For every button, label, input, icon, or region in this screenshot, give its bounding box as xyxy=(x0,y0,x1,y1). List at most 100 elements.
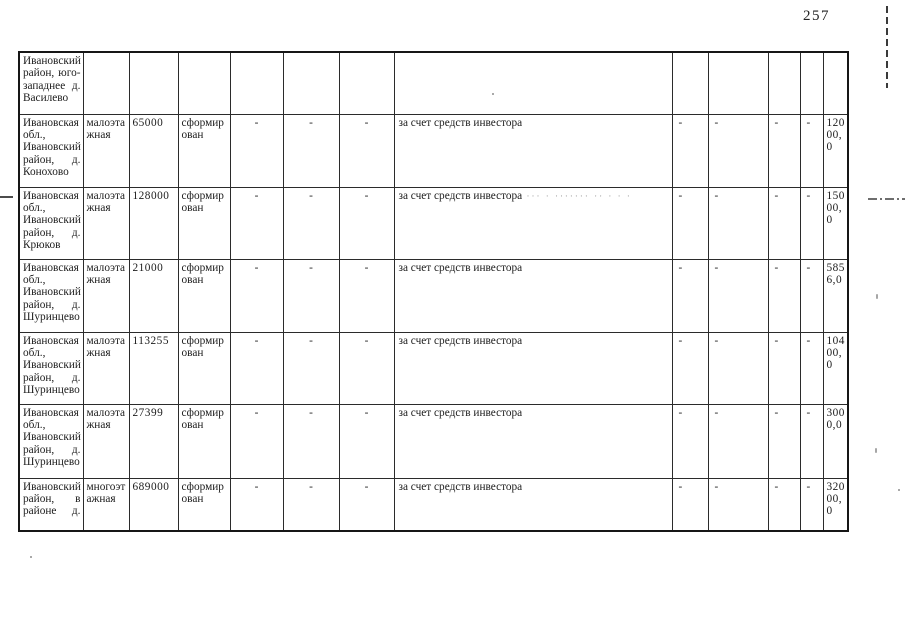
table-cell: 5856,0 xyxy=(822,258,849,333)
table-cell xyxy=(822,51,849,115)
table-cell: - xyxy=(671,331,709,405)
table-row: Ивановская обл., Ивановский район, д. Ко… xyxy=(18,113,849,188)
table-cell: 65000 xyxy=(128,113,179,188)
table-cell: - xyxy=(799,331,824,405)
table-cell: 32000,0 xyxy=(822,477,849,532)
table-row: Ивановский район, юго-западнее д. Василе… xyxy=(18,51,849,115)
table-cell: - xyxy=(799,113,824,188)
table-row: Ивановская обл., Ивановский район, д. Шу… xyxy=(18,258,849,333)
table-cell: Ивановская обл., Ивановский район, д. Кр… xyxy=(18,186,84,260)
table-cell: за счет средств инвестора xyxy=(393,331,673,405)
table-cell: малоэтажная xyxy=(82,113,130,188)
table-cell: - xyxy=(282,258,340,333)
table-cell: Ивановская обл., Ивановский район, д. Шу… xyxy=(18,258,84,333)
table-cell: - xyxy=(229,477,284,532)
table-cell: - xyxy=(671,186,709,260)
scan-speck xyxy=(30,556,32,558)
table-row: Ивановский район, в районе д. многоэтажна… xyxy=(18,477,849,532)
scan-artifact-vertical-line xyxy=(886,6,888,88)
table-cell: - xyxy=(671,113,709,188)
table-cell: - xyxy=(671,403,709,479)
table-cell: 12000,0 xyxy=(822,113,849,188)
table-cell: за счет средств инвестора ··· · ······· … xyxy=(393,186,673,260)
table-cell: 15000,0 xyxy=(822,186,849,260)
scan-speck xyxy=(898,489,900,491)
table-cell: - xyxy=(767,258,801,333)
table-cell: 21000 xyxy=(128,258,179,333)
table-row: Ивановская обл., Ивановский район, д. Шу… xyxy=(18,403,849,479)
table-cell: - xyxy=(799,403,824,479)
table-cell: 10400,0 xyxy=(822,331,849,405)
table-body: Ивановский район, юго-западнее д. Василе… xyxy=(18,51,849,532)
table-cell: - xyxy=(282,477,340,532)
table-cell: 3000,0 xyxy=(822,403,849,479)
table-cell: - xyxy=(767,477,801,532)
table-cell: сформирован xyxy=(177,113,231,188)
scan-artifact-left-dash xyxy=(0,196,13,198)
table-cell: малоэтажная xyxy=(82,403,130,479)
table-cell: малоэтажная xyxy=(82,331,130,405)
table-cell: - xyxy=(229,186,284,260)
scan-noise-dots: ··· · ······· ·· · · · xyxy=(522,190,632,201)
table-row: Ивановская обл., Ивановский район, д. Кр… xyxy=(18,186,849,260)
scan-speck xyxy=(875,448,877,453)
table-cell: - xyxy=(671,477,709,532)
table-cell: Ивановская обл., Ивановский район, д. Шу… xyxy=(18,331,84,405)
table-cell: сформирован xyxy=(177,403,231,479)
table-cell: 113255 xyxy=(128,331,179,405)
table-cell: - xyxy=(707,113,769,188)
table-cell xyxy=(393,51,673,115)
table-cell: малоэтажная xyxy=(82,186,130,260)
table-cell: - xyxy=(338,186,395,260)
table-cell xyxy=(282,51,340,115)
table-cell: - xyxy=(282,113,340,188)
table-cell: - xyxy=(767,113,801,188)
table-cell: - xyxy=(767,403,801,479)
table-cell: - xyxy=(338,331,395,405)
table-cell xyxy=(767,51,801,115)
housing-projects-table: Ивановский район, юго-западнее д. Василе… xyxy=(18,51,849,532)
table-cell: за счет средств инвестора xyxy=(393,403,673,479)
table-cell: Ивановская обл., Ивановский район, д. Шу… xyxy=(18,403,84,479)
table-cell: Ивановский район, в районе д. xyxy=(18,477,84,532)
table-cell: Ивановская обл., Ивановский район, д. Ко… xyxy=(18,113,84,188)
table-cell: - xyxy=(338,113,395,188)
table-row: Ивановская обл., Ивановский район, д. Шу… xyxy=(18,331,849,405)
table-cell: Ивановский район, юго-западнее д. Василе… xyxy=(18,51,84,115)
scan-artifact-right-dashdot xyxy=(868,198,905,200)
table-cell xyxy=(338,51,395,115)
table-cell: - xyxy=(707,258,769,333)
table-cell xyxy=(799,51,824,115)
table-cell: - xyxy=(338,477,395,532)
table-cell: за счет средств инвестора xyxy=(393,477,673,532)
table-cell xyxy=(82,51,130,115)
table-cell: - xyxy=(767,331,801,405)
table-cell: - xyxy=(338,258,395,333)
table-cell: за счет средств инвестора xyxy=(393,113,673,188)
table-cell: - xyxy=(282,331,340,405)
table-cell: сформирован xyxy=(177,186,231,260)
table-cell: - xyxy=(799,477,824,532)
table-cell: - xyxy=(229,258,284,333)
table-cell: за счет средств инвестора xyxy=(393,258,673,333)
table-cell: сформирован xyxy=(177,477,231,532)
table-cell: 689000 xyxy=(128,477,179,532)
table-cell: 128000 xyxy=(128,186,179,260)
table-cell: - xyxy=(707,477,769,532)
table-cell: - xyxy=(229,113,284,188)
table-cell xyxy=(671,51,709,115)
table-cell: - xyxy=(338,403,395,479)
table-cell xyxy=(229,51,284,115)
table-cell: - xyxy=(799,258,824,333)
table-cell: - xyxy=(799,186,824,260)
table-cell: - xyxy=(707,403,769,479)
table-cell: 27399 xyxy=(128,403,179,479)
table-cell: малоэтажная xyxy=(82,258,130,333)
table-cell xyxy=(177,51,231,115)
table-cell: - xyxy=(282,186,340,260)
table-cell: - xyxy=(707,331,769,405)
table-cell: - xyxy=(229,331,284,405)
scan-speck xyxy=(876,294,878,299)
table-cell: - xyxy=(229,403,284,479)
